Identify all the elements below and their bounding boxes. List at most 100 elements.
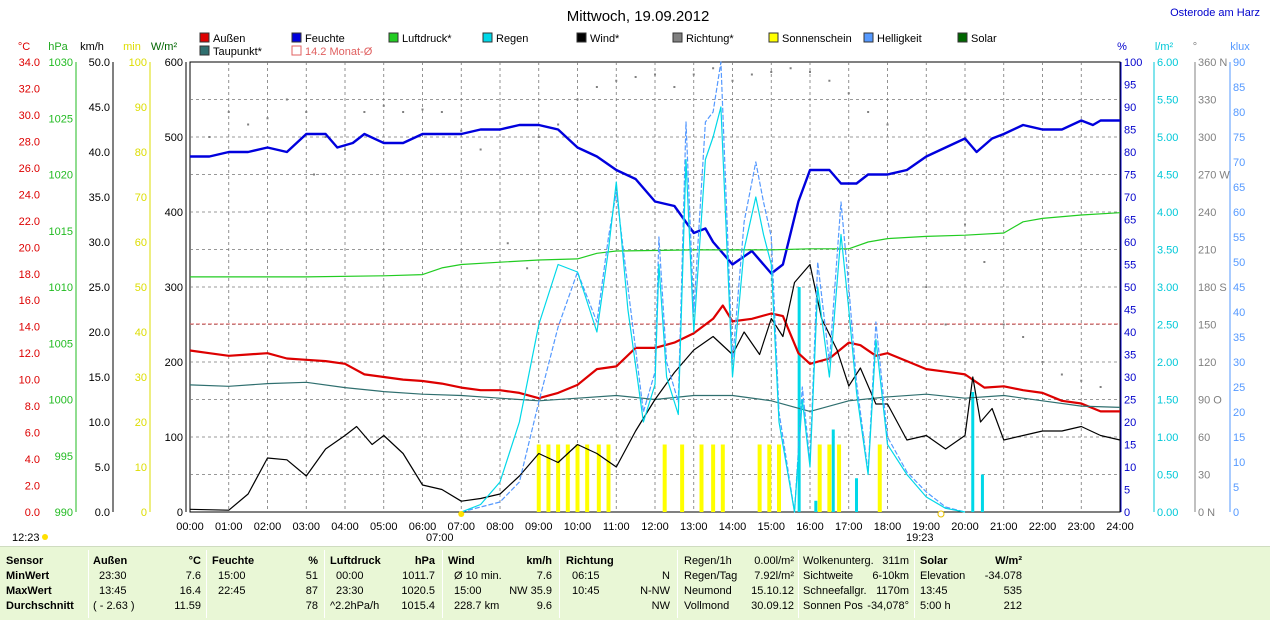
tick-kmh-0: 50.0 — [89, 57, 110, 69]
direction-point-37 — [905, 173, 908, 176]
direction-point-36 — [886, 123, 889, 126]
stats-schnee: 1170m — [876, 585, 909, 597]
axis-unit-deg: ° — [1193, 41, 1197, 53]
stats-luftdruck-trend: ^2.2hPa/h — [330, 600, 380, 612]
direction-point-31 — [789, 67, 792, 70]
station-location[interactable]: Osterode am Harz — [1170, 7, 1260, 19]
stats-regen-1h: 0.00l/m² — [754, 555, 794, 567]
axis-unit-wm2: W/m² — [151, 41, 178, 53]
left-axes: 34.0 32.0 30.0 28.0 26.0 24.0 22.0 20.0 18.0 16.0… — [19, 57, 187, 519]
tick-temp-16: 2.0 — [25, 481, 40, 493]
direction-point-43 — [1022, 336, 1025, 338]
stats-regen-tag: 7.92l/m² — [754, 570, 794, 582]
direction-point-1 — [227, 111, 230, 113]
stats-richtung-max: N-NW — [640, 585, 670, 597]
tick-lm2-5: 3.50 — [1157, 245, 1178, 257]
tick-time-6: 06:00 — [409, 521, 437, 533]
tick-klux-3: 75 — [1233, 132, 1245, 144]
tick-kmh-2: 40.0 — [89, 147, 110, 159]
statistics-panel: Sensor MinWert MaxWert Durchschnitt Auße… — [0, 546, 1270, 620]
direction-point-47 — [1099, 386, 1102, 388]
stats-col-richtung: Richtung 06:15 N 10:45 N-NW NW — [566, 547, 670, 620]
tick-klux-8: 50 — [1233, 257, 1245, 269]
tick-pct-5: 75 — [1124, 170, 1136, 182]
sunshine-bar-8 — [662, 444, 667, 512]
tick-klux-10: 40 — [1233, 307, 1245, 319]
stats-col-sensor: Sensor MinWert MaxWert Durchschnitt — [6, 547, 88, 620]
series-layer — [189, 61, 1121, 513]
tick-deg-12: 0 N — [1198, 507, 1215, 519]
tick-kmh-5: 25.0 — [89, 282, 110, 294]
direction-point-10 — [382, 104, 385, 107]
tick-klux-2: 80 — [1233, 107, 1245, 119]
tick-lm2-12: 0.00 — [1157, 507, 1178, 519]
tick-temp-8: 18.0 — [19, 269, 40, 281]
tick-pct-9: 55 — [1124, 260, 1136, 272]
sun-left-time: 12:23 — [12, 532, 40, 544]
tick-klux-9: 45 — [1233, 282, 1245, 294]
tick-time-13: 13:00 — [680, 521, 708, 533]
tick-deg-9: 90 O — [1198, 395, 1222, 407]
tick-temp-14: 6.0 — [25, 428, 40, 440]
stats-solar-head: Solar — [920, 555, 948, 567]
legend-swatch-9 — [863, 32, 874, 43]
tick-time-2: 02:00 — [254, 521, 282, 533]
tick-time-1: 01:00 — [215, 521, 243, 533]
stats-wind-avg10: 7.6 — [536, 570, 552, 582]
stats-wind-max-time: 15:00 — [454, 585, 482, 597]
axis-unit-min: min — [123, 41, 141, 53]
stats-aussen-unit: °C — [188, 555, 201, 567]
tick-lm2-8: 2.00 — [1157, 357, 1178, 369]
axis-unit-temp: °C — [18, 41, 30, 53]
stats-luftdruck-avg: 1015.4 — [401, 600, 435, 612]
sunshine-bar-2 — [556, 444, 561, 512]
direction-point-9 — [363, 111, 366, 113]
direction-point-15 — [479, 148, 482, 151]
tick-time-10: 10:00 — [564, 521, 592, 533]
tick-deg-1: 330 — [1198, 95, 1216, 107]
stats-col-luftdruck: Luftdruck hPa 00:00 1011.7 23:30 1020.5 ^2.… — [330, 547, 435, 620]
tick-temp-9: 16.0 — [19, 295, 40, 307]
stats-col-aussen: Außen °C 23:30 7.6 13:45 16.4 ( - 2.63 ) 11.… — [93, 547, 201, 620]
stats-solar-max: 535 — [1003, 585, 1022, 597]
direction-point-46 — [1080, 379, 1083, 382]
direction-point-18 — [537, 136, 540, 138]
direction-point-33 — [828, 79, 831, 82]
tick-wm2-5: 100 — [165, 432, 183, 444]
sunshine-bar-11 — [711, 444, 716, 512]
stats-wolken-label: Wolkenunterg. — [803, 555, 874, 567]
sun-markers: 12:23 07:00 19:23 — [12, 510, 945, 544]
tick-time-16: 16:00 — [796, 521, 824, 533]
stats-feuchte-min-time: 15:00 — [218, 570, 246, 582]
tick-temp-4: 26.0 — [19, 163, 40, 175]
tick-deg-3: 270 W — [1198, 170, 1230, 182]
legend-label-1: Taupunkt* — [213, 46, 263, 58]
tick-klux-15: 15 — [1233, 432, 1245, 444]
tick-pct-10: 50 — [1124, 282, 1136, 294]
stats-col-solar: Solar W/m² Elevation -34.078 13:45 535 5:00… — [920, 547, 1022, 620]
tick-min-5: 50 — [135, 282, 147, 294]
stats-solar-avg: 212 — [1003, 600, 1022, 612]
bar-layer — [536, 287, 984, 512]
legend-label-4: Luftdruck* — [402, 33, 452, 45]
direction-point-6 — [324, 136, 327, 138]
direction-point-41 — [983, 261, 986, 263]
tick-time-11: 11:00 — [603, 521, 630, 533]
tick-time-3: 03:00 — [292, 521, 320, 533]
stats-col-wind: Wind km/h Ø 10 min. 7.6 15:00 NW 35.9 228.7… — [448, 547, 552, 620]
tick-hpa-7: 995 — [55, 451, 73, 463]
rain-bar-2 — [831, 429, 835, 512]
direction-point-39 — [944, 323, 947, 326]
stats-solar-hours: 5:00 h — [920, 600, 951, 612]
tick-time-12: 12:00 — [641, 521, 669, 533]
stats-aussen-max: 16.4 — [179, 585, 201, 597]
direction-point-0 — [208, 136, 211, 138]
legend-label-5: Regen — [496, 33, 528, 45]
legend-swatch-5 — [482, 32, 493, 43]
rain-bar-5 — [980, 474, 984, 512]
legend-label-10: Solar — [971, 33, 997, 45]
stats-solar-unit: W/m² — [995, 555, 1022, 567]
tick-hpa-0: 1030 — [49, 57, 73, 69]
tick-temp-13: 8.0 — [25, 401, 40, 413]
tick-kmh-1: 45.0 — [89, 102, 110, 114]
